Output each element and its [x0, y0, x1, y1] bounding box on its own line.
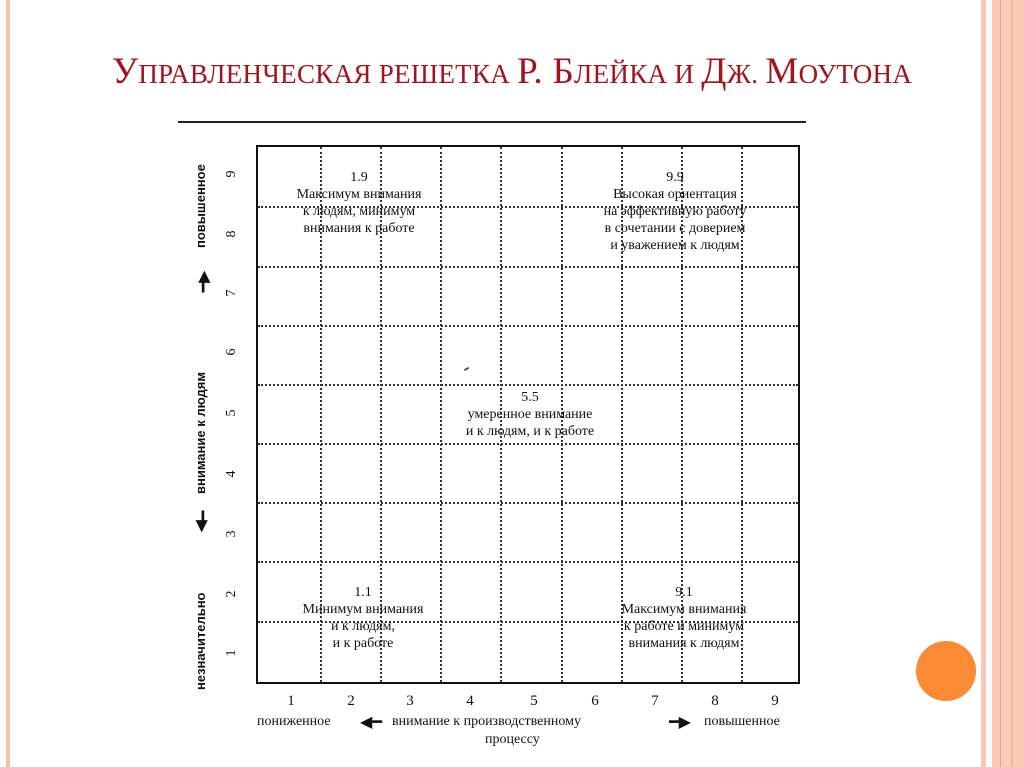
x-tick: 4: [466, 693, 474, 709]
arrow-right-icon: ━▶: [669, 712, 691, 731]
y-tick: 3: [224, 530, 239, 538]
arrow-down-icon: ━▶: [193, 510, 213, 533]
x-tick: 2: [347, 693, 355, 709]
grid-hline: [258, 325, 798, 327]
y-tick: 4: [224, 470, 239, 478]
note-line: в сочетании с доверием: [604, 221, 746, 236]
top-rule-divider: [178, 121, 806, 123]
x-axis-label-line2: процессу: [485, 732, 540, 747]
title-part: У: [111, 51, 139, 92]
note-line: Высокая ориентация: [613, 187, 737, 202]
right-decor-line: [1000, 0, 1001, 767]
grid-hline: [258, 266, 798, 268]
grid-hline: [258, 443, 798, 445]
y-tick: 5: [224, 409, 239, 417]
grid-vline: [741, 147, 743, 682]
grid-note-9-1: 9.1 Максимум внимания к работе и минимум…: [594, 584, 774, 652]
left-decor-band: [6, 0, 10, 767]
note-line: на эффективную работу: [603, 204, 747, 219]
note-line: умеренное внимание: [467, 407, 593, 422]
managerial-grid: 1.9 Максимум внимания к людям, минимум в…: [256, 145, 800, 684]
grid-vline: [440, 147, 442, 682]
right-decor-line: [1011, 0, 1013, 767]
x-tick: 1: [287, 693, 295, 709]
x-axis-label-low: пониженное: [257, 714, 331, 729]
x-tick: 6: [591, 693, 599, 709]
note-line: Минимум внимания: [302, 602, 424, 617]
x-tick: 5: [530, 693, 538, 709]
right-decor-band: [992, 0, 1024, 767]
grid-hline: [258, 206, 798, 208]
grid-hline: [258, 621, 798, 623]
x-axis-label: внимание к производственному: [392, 714, 581, 729]
note-line: и к людям, и к работе: [465, 424, 595, 439]
note-line: Максимум внимания: [621, 602, 747, 617]
grid-hline: [258, 561, 798, 563]
note-line: и к работе: [332, 636, 394, 651]
grid-note-9-9: 9.9 Высокая ориентация на эффективную ра…: [578, 169, 772, 254]
title-part: Ж.: [726, 59, 766, 89]
decor-orange-circle: [916, 641, 976, 701]
title-part: ЛЕЙКА И: [574, 59, 702, 89]
title-part: М: [765, 51, 799, 92]
grid-vline: [380, 147, 382, 682]
y-axis-label-high: повышенное: [193, 164, 208, 248]
title-part: Р. Б: [517, 51, 575, 92]
note-line: внимания к людям: [628, 636, 740, 651]
note-code: 9.1: [675, 585, 693, 600]
slide-title: УПРАВЛЕНЧЕСКАЯ РЕШЕТКА Р. БЛЕЙКА И ДЖ. М…: [0, 50, 1024, 93]
y-tick: 9: [224, 170, 239, 178]
arrow-left-icon: ◀━: [360, 712, 382, 731]
note-code: 1.1: [354, 585, 372, 600]
title-part: ПРАВЛЕНЧЕСКАЯ РЕШЕТКА: [138, 59, 518, 89]
x-tick: 9: [771, 693, 779, 709]
grid-vline: [561, 147, 563, 682]
note-code: 1.9: [350, 170, 368, 185]
grid-hline: [258, 502, 798, 504]
x-tick: 3: [406, 693, 414, 709]
y-tick: 1: [224, 649, 239, 657]
right-decor-stripe: [981, 0, 986, 767]
y-tick: 8: [224, 230, 239, 238]
x-tick: 7: [651, 693, 659, 709]
y-axis-label: внимание к людям: [193, 372, 208, 494]
note-line: внимания к работе: [303, 221, 415, 236]
grid-vline: [681, 147, 683, 682]
y-tick: 6: [224, 348, 239, 356]
y-axis-label-low: незначительно: [193, 592, 208, 690]
x-axis-label-high: повышенное: [704, 714, 780, 729]
note-line: Максимум внимания: [296, 187, 422, 202]
title-part: ОУТОНА: [798, 59, 913, 89]
grid-hline: [258, 384, 798, 386]
arrow-up-icon: ━▶: [193, 270, 213, 293]
grid-note-5-5: 5.5 умеренное внимание и к людям, и к ра…: [442, 389, 618, 440]
grid-vline: [500, 147, 502, 682]
note-code: 9.9: [666, 170, 684, 185]
note-line: к людям, минимум: [302, 204, 416, 219]
grid-note-1-1: 1.1 Минимум внимания и к людям, и к рабо…: [278, 584, 448, 652]
grid-vline: [621, 147, 623, 682]
note-line: и уважением к людям: [610, 238, 740, 253]
note-line: к работе и минимум: [623, 619, 745, 634]
note-code: 5.5: [521, 390, 539, 405]
title-part: Д: [701, 51, 727, 92]
y-tick: 7: [224, 289, 239, 297]
grid-note-1-9: 1.9 Максимум внимания к людям, минимум в…: [274, 169, 444, 237]
x-tick: 8: [711, 693, 719, 709]
grid-vline: [320, 147, 322, 682]
note-line: и к людям,: [331, 619, 395, 634]
y-tick: 2: [224, 590, 239, 598]
